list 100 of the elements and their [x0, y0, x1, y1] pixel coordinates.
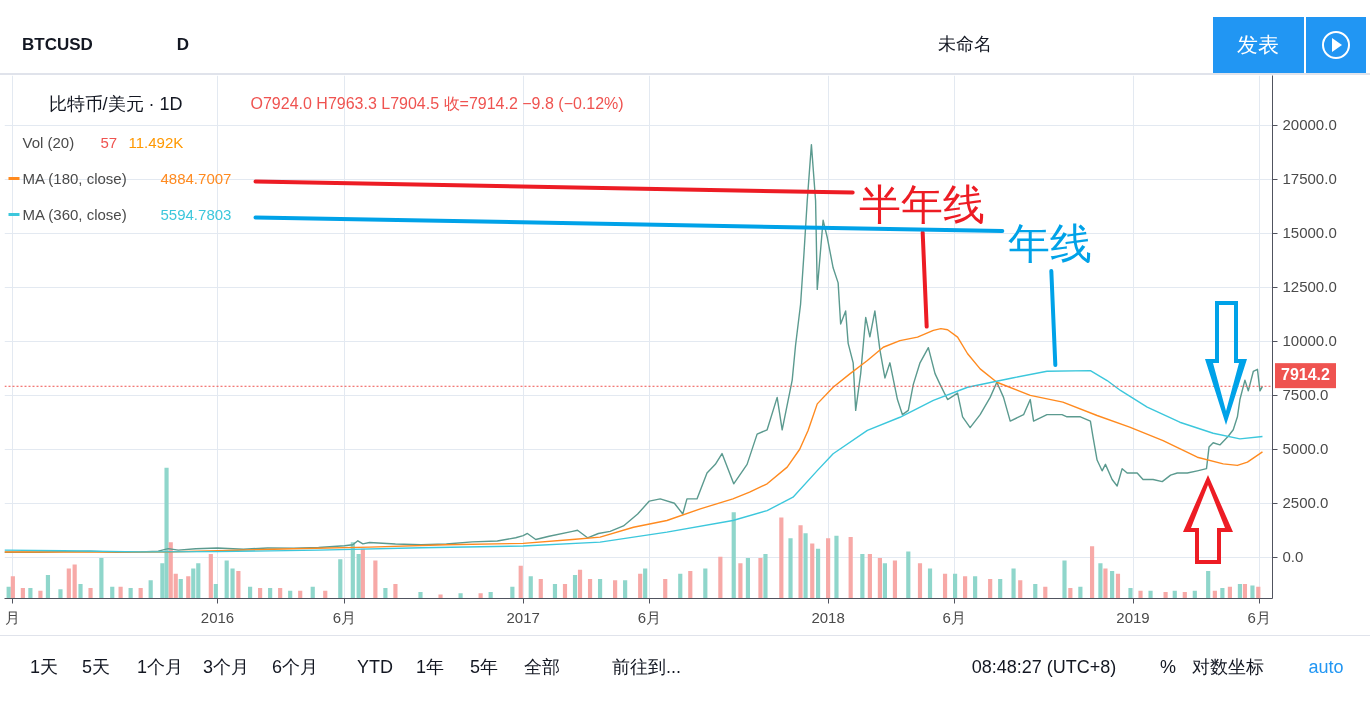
annotation: 年线 — [1008, 219, 1093, 267]
bar — [1148, 590, 1153, 599]
bar — [816, 548, 821, 599]
bar — [356, 554, 361, 599]
bar — [258, 588, 263, 599]
bar — [587, 578, 593, 599]
bar — [360, 548, 365, 599]
bar — [1098, 563, 1103, 599]
bar — [10, 576, 15, 599]
bar — [877, 557, 882, 599]
x-tick-label: 6月 — [637, 608, 662, 626]
bar — [1033, 584, 1038, 599]
bar — [988, 578, 993, 599]
x-tick-label: 2017 — [506, 608, 540, 626]
bar — [373, 560, 378, 599]
text: O7924.0 H7963.3 L7904.5 收=7914.2 −9.8 (−0.12%) — [250, 95, 624, 112]
text: 1天 — [29, 656, 59, 680]
text: % — [1159, 656, 1177, 680]
text: 1个月 — [136, 656, 184, 680]
text: 08:48:27 (UTC+8) — [971, 656, 1117, 680]
bar — [623, 580, 628, 599]
bar — [1220, 588, 1225, 599]
bar — [268, 588, 273, 599]
bar — [1242, 584, 1248, 599]
annotation: Vol (20) — [22, 134, 75, 151]
y-tick-label: 0.0 — [1282, 548, 1304, 566]
bar — [99, 557, 104, 599]
x-tick-label: 月 — [5, 608, 21, 626]
bar — [927, 568, 933, 599]
bar — [6, 586, 11, 599]
bar — [247, 586, 253, 599]
bar — [860, 554, 865, 599]
y-tick-label: 5000.0 — [1282, 440, 1329, 458]
annotation: 4884.7007 — [160, 169, 232, 187]
bar — [1062, 560, 1067, 599]
bar — [892, 560, 898, 599]
bar — [758, 557, 763, 599]
text: 比特币/美元 · 1D — [48, 93, 183, 114]
y-tick-label: 7500.0 — [1282, 386, 1329, 404]
bar — [613, 580, 618, 599]
bar — [848, 537, 853, 599]
bar — [973, 576, 978, 599]
bar — [779, 517, 784, 599]
y-tick-label: 20000.0 — [1282, 116, 1337, 134]
text: BTCUSD — [22, 33, 93, 56]
bar — [1011, 568, 1016, 599]
bar — [952, 573, 958, 599]
bar — [208, 554, 213, 599]
bar — [1138, 590, 1143, 599]
bar — [1163, 591, 1168, 599]
bar — [963, 576, 968, 599]
bar — [1128, 588, 1133, 599]
text: 前往到... — [612, 656, 682, 680]
x-tick-label: 2016 — [200, 608, 235, 626]
x-tick-label: 6月 — [942, 608, 966, 626]
text: 1年 — [415, 656, 445, 680]
bar — [810, 543, 815, 599]
bar — [552, 584, 558, 599]
bar — [78, 584, 83, 599]
y-tick-label: 12500.0 — [1282, 278, 1337, 296]
bar — [678, 573, 683, 599]
bar — [186, 576, 191, 599]
bar — [1250, 585, 1255, 599]
bar — [867, 554, 872, 599]
bar — [148, 580, 153, 599]
text: 5天 — [81, 656, 111, 680]
bar — [826, 538, 831, 599]
y-tick-label: 15000.0 — [1282, 224, 1337, 242]
bar — [1078, 586, 1083, 599]
bar — [458, 593, 463, 599]
bar — [118, 586, 123, 599]
bar — [788, 538, 793, 599]
x-tick-label: 2019 — [1116, 608, 1150, 626]
text: 对数坐标 — [1192, 656, 1264, 680]
bar — [738, 563, 743, 599]
bar — [745, 557, 751, 599]
bar — [1103, 568, 1108, 599]
line-series — [4, 369, 1264, 553]
bar — [1043, 586, 1048, 599]
bar — [597, 578, 603, 599]
y-tick-label: 2500.0 — [1282, 494, 1329, 512]
bar — [236, 571, 241, 599]
bar — [917, 563, 923, 599]
bar — [178, 578, 183, 599]
line-series — [4, 327, 1264, 553]
bar — [20, 588, 25, 599]
bar — [703, 568, 708, 599]
bar — [572, 574, 578, 599]
text: 5年 — [469, 656, 499, 680]
bar — [562, 584, 568, 599]
x-tick-label: 6月 — [1247, 608, 1271, 626]
bar — [942, 573, 948, 599]
bar — [731, 512, 736, 599]
legend-label: MA (180, close) — [22, 170, 127, 187]
bar — [798, 525, 803, 599]
bar — [110, 586, 115, 599]
bar — [72, 564, 77, 599]
text: auto — [1308, 656, 1344, 680]
bar — [138, 588, 143, 599]
bar — [643, 568, 648, 599]
